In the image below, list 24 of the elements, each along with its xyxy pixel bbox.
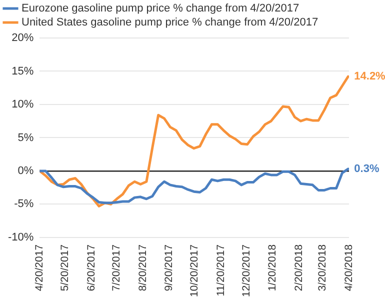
x-tick-label: 8/20/2017 bbox=[136, 244, 149, 292]
x-tick-label: 2/20/2018 bbox=[292, 244, 305, 292]
y-tick-label: 15% bbox=[12, 65, 34, 78]
y-tick-label: 0% bbox=[18, 164, 34, 177]
data-label: 14.2% bbox=[354, 70, 385, 83]
y-tick-label: -5% bbox=[14, 198, 34, 210]
x-tick-label: 4/20/2018 bbox=[342, 244, 355, 292]
x-tick-label: 7/20/2017 bbox=[110, 244, 123, 292]
data-label: 0.3% bbox=[354, 163, 380, 176]
x-tick-label: 9/20/2017 bbox=[163, 244, 176, 292]
x-tick-label: 11/20/2017 bbox=[214, 244, 227, 296]
y-tick-label: -10% bbox=[8, 231, 34, 244]
x-tick-label: 12/20/2017 bbox=[240, 244, 252, 298]
y-tick-label: 20% bbox=[12, 32, 34, 44]
y-tick-label: 5% bbox=[18, 132, 34, 144]
x-tick-label: 5/20/2017 bbox=[58, 244, 71, 292]
x-tick-label: 3/20/2018 bbox=[316, 244, 329, 292]
x-tick-label: 6/20/2017 bbox=[85, 244, 98, 292]
y-tick-label: 10% bbox=[12, 98, 34, 111]
legend-label: United States gasoline pump price % change from 4/20/2017 bbox=[22, 16, 318, 29]
x-tick-label: 4/20/2017 bbox=[34, 244, 46, 292]
x-tick-label: 10/20/2017 bbox=[188, 244, 201, 298]
legend-label: Eurozone gasoline pump price % change from 4/20/2017 bbox=[22, 2, 300, 15]
x-tick-label: 1/20/2018 bbox=[266, 244, 279, 292]
